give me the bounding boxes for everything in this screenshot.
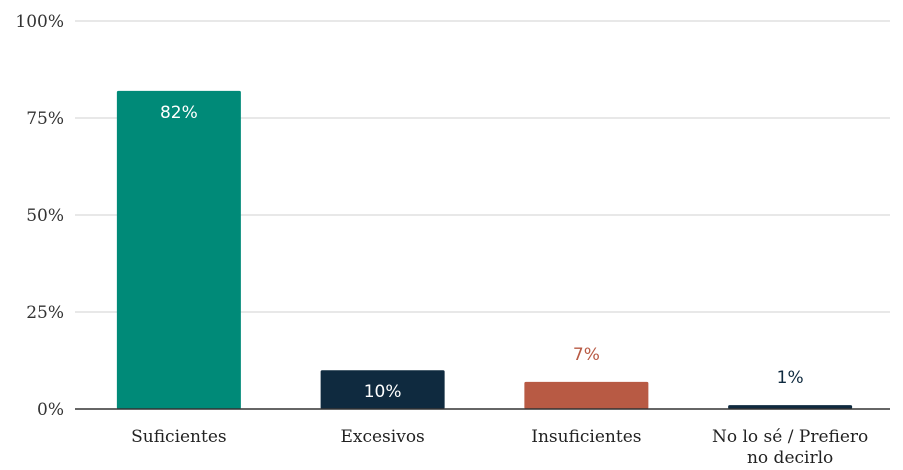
data-label: 1% [777, 368, 804, 388]
y-tick-label: 100% [15, 12, 64, 32]
bar [116, 90, 241, 409]
category-label-line: Excesivos [340, 427, 424, 447]
data-label: 7% [573, 345, 600, 365]
y-axis-tick-labels: 0% 25% 50% 75% 100% [15, 12, 64, 420]
data-label: 10% [364, 382, 402, 402]
data-labels: 82% 10% 7% 1% [160, 103, 804, 402]
y-tick-label: 0% [37, 400, 64, 420]
category-label: Insuficientes [531, 427, 641, 447]
bars [116, 90, 853, 409]
y-tick-label: 25% [26, 303, 64, 323]
bar [524, 381, 649, 409]
category-label-line: no decirlo [747, 448, 833, 468]
category-label: Excesivos [340, 427, 424, 447]
data-label: 82% [160, 103, 198, 123]
bar [728, 405, 853, 409]
category-label-line: No lo sé / Prefiero [712, 427, 868, 447]
category-label: Suficientes [131, 427, 227, 447]
bar [320, 370, 445, 409]
category-label: No lo sé / Prefiero no decirlo [712, 427, 868, 468]
category-label-line: Insuficientes [531, 427, 641, 447]
y-tick-label: 50% [26, 206, 64, 226]
category-label-line: Suficientes [131, 427, 227, 447]
x-axis-category-labels: Suficientes Excesivos Insuficientes No lo s… [131, 427, 868, 468]
y-tick-label: 75% [26, 109, 64, 129]
